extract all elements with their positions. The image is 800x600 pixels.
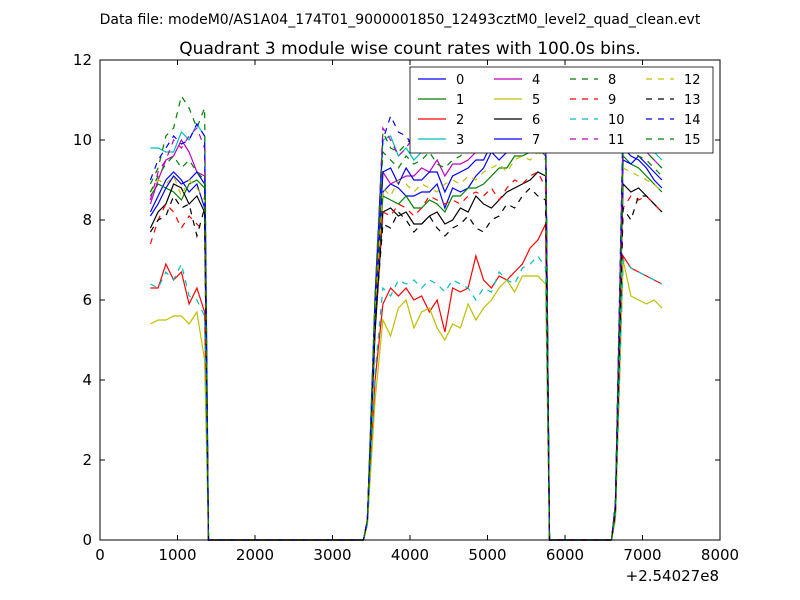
x-tick-label: 4000: [391, 546, 429, 564]
legend-label-12: 12: [684, 73, 701, 88]
series-line-4: [149, 123, 663, 541]
series-line-1: [149, 147, 663, 541]
y-tick-label: 0: [82, 531, 92, 549]
series-line-9: [149, 171, 663, 541]
y-tick-label: 4: [82, 371, 92, 389]
x-tick-label: 5000: [468, 546, 506, 564]
legend-label-5: 5: [532, 93, 540, 108]
x-tick-label: 3000: [313, 546, 351, 564]
legend-label-13: 13: [684, 93, 701, 108]
y-tick-label: 2: [82, 451, 92, 469]
series-line-14: [149, 107, 663, 541]
series-line-13: [149, 187, 663, 541]
y-tick-label: 12: [73, 51, 92, 69]
x-tick-label: 2000: [236, 546, 274, 564]
legend-label-2: 2: [456, 113, 464, 128]
x-tick-label: 8000: [701, 546, 739, 564]
series-line-2: [150, 223, 663, 541]
chart-title: Quadrant 3 module wise count rates with …: [179, 39, 640, 59]
figure-suptitle: Data file: modeM0/AS1A04_174T01_90000018…: [100, 12, 701, 28]
legend-label-10: 10: [608, 113, 625, 128]
legend-label-8: 8: [608, 73, 616, 88]
series-line-3: [150, 103, 663, 541]
legend-label-4: 4: [532, 73, 540, 88]
legend-label-0: 0: [456, 73, 464, 88]
x-tick-label: 6000: [546, 546, 584, 564]
plot-frame: [99, 59, 721, 541]
x-tick-label: 1000: [158, 546, 196, 564]
legend-label-15: 15: [684, 133, 701, 148]
axis-ticks-group: 0 1000 2000 3000 4000 5000 6000 7000 80000246810…: [73, 51, 739, 564]
series-line-10: [150, 255, 663, 541]
legend-label-1: 1: [456, 93, 464, 108]
series-line-5: [150, 259, 663, 541]
series-line-0: [149, 127, 663, 541]
series-line-15: [149, 123, 663, 541]
legend-label-9: 9: [608, 93, 616, 108]
legend-label-3: 3: [456, 133, 464, 148]
legend-label-6: 6: [532, 113, 540, 128]
y-tick-label: 8: [82, 211, 92, 229]
series-line-12: [149, 151, 663, 541]
y-tick-label: 10: [73, 131, 92, 149]
y-tick-label: 6: [82, 291, 92, 309]
plot-series-group: [149, 94, 663, 541]
legend-label-14: 14: [684, 113, 701, 128]
series-line-6: [149, 171, 663, 541]
series-line-11: [149, 99, 663, 541]
series-line-8: [149, 94, 663, 541]
legend-label-7: 7: [532, 133, 540, 148]
x-offset-label: +2.54027e8: [626, 567, 719, 585]
x-tick-label: 7000: [623, 546, 661, 564]
series-line-7: [149, 115, 663, 541]
x-tick-label: 0: [95, 546, 105, 564]
legend-label-11: 11: [608, 133, 625, 148]
